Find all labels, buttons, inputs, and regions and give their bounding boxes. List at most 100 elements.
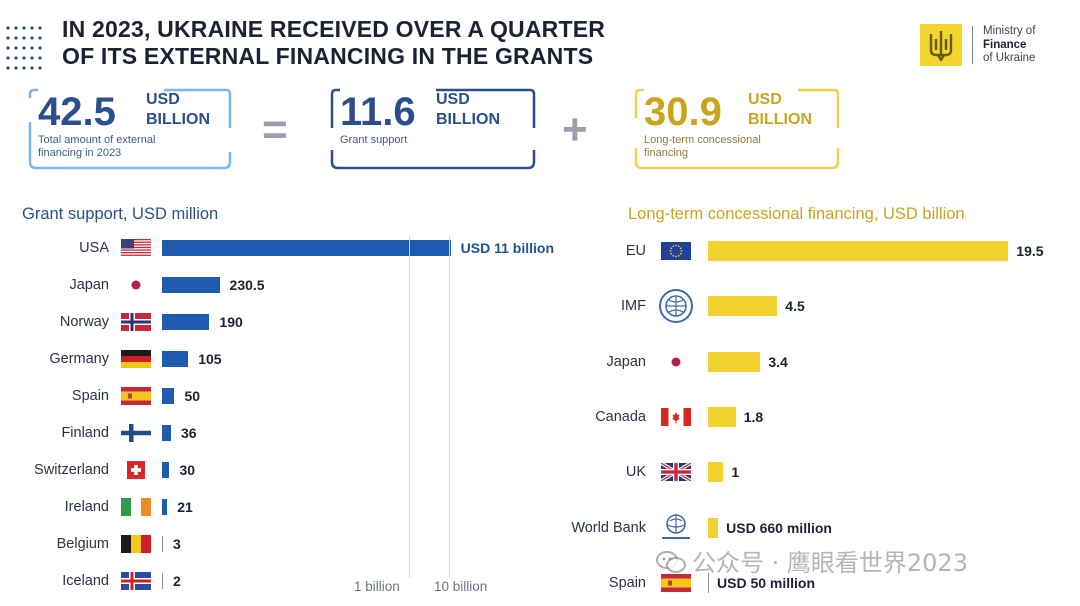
uk-flag-icon [660, 461, 692, 486]
bar-finland [162, 425, 171, 441]
bar-eu [708, 241, 1009, 261]
loans-unit-scale: BILLION [748, 111, 812, 128]
category-label-germany: Germany [49, 351, 109, 367]
de-flag-icon [121, 350, 151, 373]
category-label-imf: IMF [621, 298, 646, 315]
category-label-belgium: Belgium [56, 536, 109, 552]
gridline-10-billion [449, 236, 450, 578]
value-label-iceland: 2 [173, 573, 181, 589]
concessional-financing-card: 30.9 USD BILLION Long-term concessional … [630, 88, 842, 172]
grant-chart-title: Grant support, USD million [22, 205, 219, 223]
value-label-imf: 4.5 [785, 298, 805, 315]
total-unit-currency: USD [146, 91, 180, 108]
value-label-germany: 105 [198, 351, 222, 367]
bar-spain [162, 388, 175, 404]
total-description: Total amount of external financing in 20… [38, 134, 198, 160]
es-flag-icon [661, 573, 691, 597]
watermark: 公众号 · 鹰眼看世界2023 [656, 548, 968, 578]
card-frame [634, 88, 840, 170]
category-label-uk: UK [625, 464, 646, 481]
bar-world-bank [708, 517, 719, 538]
decorative-dot-grid [6, 26, 42, 70]
bar-germany [162, 351, 189, 367]
category-label-japan: Japan [69, 277, 109, 293]
category-label-canada: Canada [595, 408, 646, 425]
card-frame [28, 88, 232, 170]
category-label-spain: Spain [608, 574, 646, 591]
total-financing-card: 42.5 USD BILLION Total amount of externa… [24, 88, 234, 172]
gridline-1-billion [409, 236, 410, 578]
axis-label-10-billion: 10 billion [434, 579, 488, 594]
total-desc-line-2: financing in 2023 [38, 147, 122, 159]
category-label-iceland: Iceland [62, 573, 109, 589]
equals-sign: = [262, 105, 288, 154]
page-title: IN 2023, UKRAINE RECEIVED OVER A QUARTER… [62, 16, 605, 70]
value-label-ireland: 21 [177, 499, 193, 515]
value-label-norway: 190 [219, 314, 243, 330]
plus-sign: + [562, 105, 588, 154]
bar-uk [708, 462, 724, 483]
category-label-ireland: Ireland [64, 499, 109, 515]
value-label-japan: 3.4 [768, 353, 788, 370]
value-label-usa: USD 11 billion [460, 240, 554, 256]
grants-unit-currency: USD [436, 91, 470, 108]
bar-japan [162, 277, 220, 293]
category-label-eu: EU [625, 243, 646, 259]
title-line-1: IN 2023, UKRAINE RECEIVED OVER A QUARTER [62, 16, 606, 42]
grants-unit-scale: BILLION [436, 111, 500, 128]
us-flag-icon [121, 239, 151, 262]
wechat-icon [656, 551, 686, 573]
jp-flag-icon [121, 276, 151, 299]
category-label-japan: Japan [606, 353, 646, 370]
axis-label-1-billion: 1 billion [354, 579, 400, 594]
card-frame [330, 88, 536, 170]
imf-flag-icon [658, 288, 694, 329]
bar-spain [708, 572, 709, 593]
grants-description: Grant support [340, 134, 500, 147]
total-value: 42.5 [38, 90, 116, 134]
bar-ireland [162, 499, 168, 515]
es-flag-icon [121, 387, 151, 410]
loans-value: 30.9 [644, 90, 722, 134]
watermark-text: 公众号 · 鹰眼看世界2023 [692, 549, 968, 577]
value-label-world-bank: USD 660 million [726, 519, 832, 536]
bar-belgium [162, 536, 163, 552]
is-flag-icon [121, 572, 151, 595]
bar-norway [162, 314, 210, 330]
bar-iceland [162, 573, 163, 589]
category-label-finland: Finland [61, 425, 109, 441]
grants-value: 11.6 [340, 90, 416, 134]
fi-flag-icon [121, 424, 151, 447]
loans-desc-line-1: Long-term concessional [644, 134, 761, 146]
value-label-switzerland: 30 [179, 462, 196, 478]
value-label-belgium: 3 [173, 536, 181, 552]
category-label-spain: Spain [71, 388, 109, 404]
bar-japan [708, 351, 761, 372]
total-desc-line-1: Total amount of external [38, 134, 156, 146]
loans-description: Long-term concessional financing [644, 134, 804, 160]
ie-flag-icon [121, 498, 151, 521]
bar-usa [162, 240, 451, 256]
worldbank-flag-icon [658, 513, 694, 548]
logo-text: Ministry of Finance of Ukraine [983, 25, 1035, 66]
jp-flag-icon [661, 353, 691, 376]
loans-desc-line-2: financing [644, 147, 689, 159]
grant-support-card: 11.6 USD BILLION Grant support [326, 88, 538, 172]
loans-unit-currency: USD [748, 91, 782, 108]
bar-switzerland [162, 462, 170, 478]
bar-imf [708, 296, 778, 317]
loan-chart-title: Long-term concessional financing, USD bi… [628, 205, 965, 223]
no-flag-icon [121, 313, 151, 336]
grants-desc-line-1: Grant support [340, 134, 408, 146]
category-label-usa: USA [79, 240, 109, 256]
value-label-eu: 19.5 [1016, 243, 1044, 259]
eu-flag-icon [661, 242, 691, 265]
logo-line-3: of Ukraine [983, 52, 1036, 64]
title-line-2: OF ITS EXTERNAL FINANCING IN THE GRANTS [62, 43, 594, 69]
value-label-spain: 50 [184, 388, 201, 404]
be-flag-icon [121, 535, 151, 558]
logo-line-2: Finance [983, 38, 1027, 51]
value-label-spain: USD 50 million [717, 574, 816, 591]
ca-flag-icon [661, 407, 691, 431]
logo-divider [972, 26, 973, 64]
